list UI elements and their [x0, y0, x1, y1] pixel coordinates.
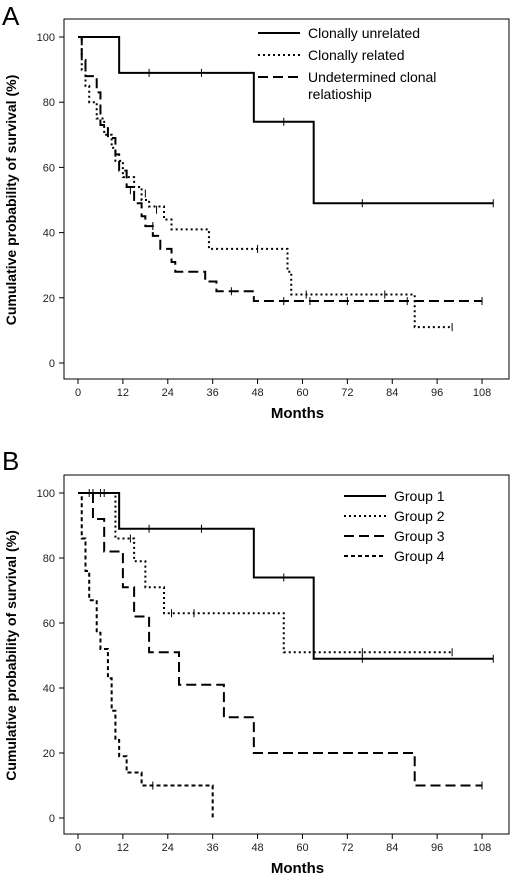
x-tick-label: 36 — [207, 842, 219, 854]
y-tick-label: 20 — [43, 293, 55, 305]
y-tick-label: 100 — [37, 488, 55, 500]
x-tick-label: 60 — [296, 842, 308, 854]
legend-2-label: Group 2 — [394, 508, 445, 524]
x-tick-label: 0 — [75, 387, 81, 399]
y-tick-label: 80 — [43, 97, 55, 109]
x-tick-label: 12 — [117, 842, 129, 854]
x-tick-label: 48 — [251, 387, 263, 399]
x-tick-label: 0 — [75, 842, 81, 854]
series-2-curve — [78, 36, 453, 329]
series-4-curve — [78, 492, 214, 818]
legend-3-label: Group 3 — [394, 528, 445, 544]
y-tick-label: 0 — [49, 813, 55, 825]
x-tick-label: 72 — [341, 842, 353, 854]
y-tick-label: 20 — [43, 748, 55, 760]
plot-frame — [63, 18, 510, 380]
x-axis-label: Months — [271, 405, 324, 422]
panel-b: B 0 12 24 36 48 60 72 84 96 108 0 20 40 60 80 100 Months C… — [0, 440, 520, 881]
legend-3-label-cont: relatioship — [308, 86, 372, 102]
series-3-curve — [78, 36, 483, 303]
y-tick-label: 0 — [49, 358, 55, 370]
x-tick-label: 84 — [386, 387, 398, 399]
y-axis-label: Cumulative probability of survival (%) — [3, 75, 19, 326]
legend-2-label: Clonally related — [308, 47, 405, 63]
y-tick-label: 60 — [43, 618, 55, 630]
y-tick-label: 40 — [43, 683, 55, 695]
x-tick-label: 36 — [207, 387, 219, 399]
y-tick-label: 40 — [43, 228, 55, 240]
x-axis-label: Months — [271, 860, 324, 877]
x-tick-label: 108 — [473, 387, 491, 399]
series-3-curve — [78, 492, 483, 787]
x-tick-label: 96 — [431, 842, 443, 854]
km-chart-a: A 0 12 24 36 48 60 72 84 96 108 0 20 40 60 80 100 Months C… — [2, 1, 510, 422]
legend-1-label: Group 1 — [394, 488, 445, 504]
panel-letter: A — [2, 1, 20, 31]
legend-3-label: Undetermined clonal — [308, 69, 436, 85]
legend-4-label: Group 4 — [394, 548, 445, 564]
y-tick-label: 80 — [43, 553, 55, 565]
series-1-curve — [78, 36, 494, 205]
x-tick-label: 108 — [473, 842, 491, 854]
series-1-curve — [78, 492, 494, 660]
y-axis-label: Cumulative probability of survival (%) — [3, 530, 19, 781]
x-tick-label: 24 — [162, 842, 174, 854]
panel-a: A 0 12 24 36 48 60 72 84 96 108 0 20 40 60 80 100 Months C… — [0, 0, 520, 440]
x-tick-label: 24 — [162, 387, 174, 399]
y-tick-label: 60 — [43, 162, 55, 174]
km-chart-b: B 0 12 24 36 48 60 72 84 96 108 0 20 40 60 80 100 Months C… — [2, 446, 510, 877]
x-tick-label: 48 — [251, 842, 263, 854]
x-tick-label: 96 — [431, 387, 443, 399]
x-tick-label: 72 — [341, 387, 353, 399]
x-tick-label: 60 — [296, 387, 308, 399]
legend-1-label: Clonally unrelated — [308, 25, 420, 41]
x-tick-label: 84 — [386, 842, 398, 854]
plot-frame — [63, 474, 510, 835]
y-tick-label: 100 — [37, 32, 55, 44]
panel-letter: B — [2, 446, 19, 476]
series-2-curve — [78, 492, 453, 654]
x-tick-label: 12 — [117, 387, 129, 399]
